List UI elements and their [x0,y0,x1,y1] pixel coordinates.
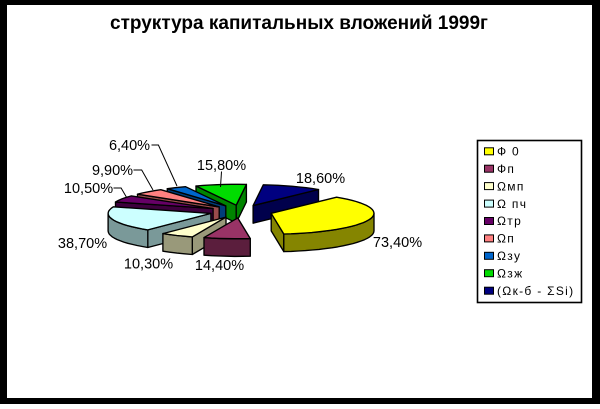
svg-text:Фп: Фп [497,162,515,176]
svg-text:Ωзу: Ωзу [497,249,521,263]
svg-text:9,90%: 9,90% [92,163,133,179]
svg-text:10,50%: 10,50% [64,181,113,197]
svg-text:(Ωк-б - ΣSi): (Ωк-б - ΣSi) [497,284,574,298]
svg-text:Ω пч: Ω пч [497,197,527,211]
svg-text:38,70%: 38,70% [58,236,107,252]
svg-text:18,60%: 18,60% [296,171,345,187]
svg-text:Ωзж: Ωзж [497,266,523,280]
svg-text:Ωмп: Ωмп [497,179,525,193]
svg-text:6,40%: 6,40% [109,138,150,154]
svg-text:14,40%: 14,40% [195,258,244,274]
svg-text:15,80%: 15,80% [197,158,246,174]
svg-text:Ωтр: Ωтр [497,214,522,228]
svg-text:10,30%: 10,30% [124,257,173,273]
svg-text:структура капитальных вложений: структура капитальных вложений 1999г [110,13,488,34]
svg-text:Ф 0: Ф 0 [497,145,520,159]
svg-text:Ωп: Ωп [497,232,515,246]
svg-text:73,40%: 73,40% [373,235,422,251]
